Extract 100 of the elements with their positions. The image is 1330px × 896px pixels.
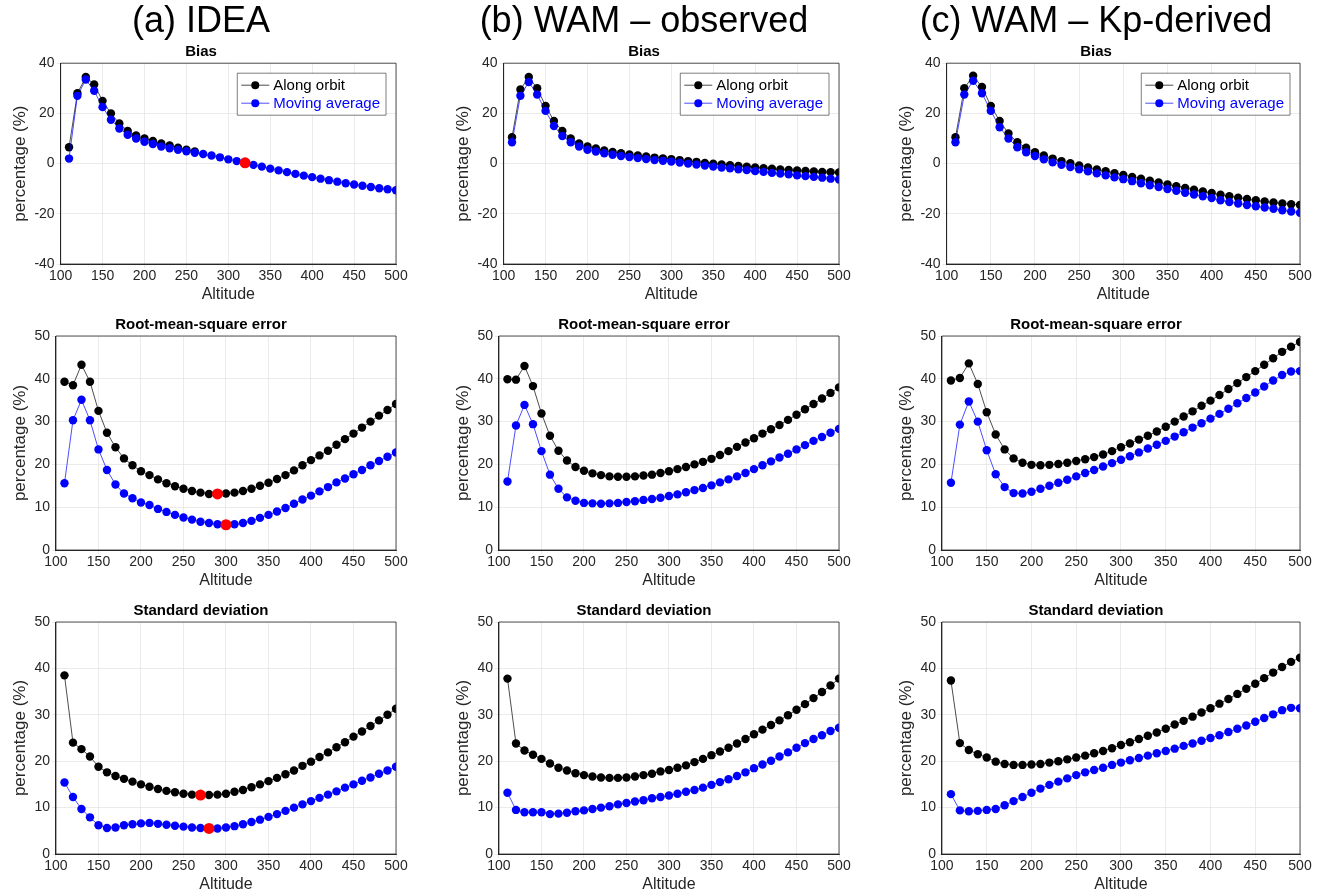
point (136, 498, 146, 507)
y-tick-label: 20 (925, 104, 941, 121)
x-tick-label: 450 (341, 857, 366, 874)
point (1161, 724, 1170, 733)
point (281, 769, 290, 779)
point (766, 457, 776, 466)
point (383, 766, 392, 775)
point (366, 417, 375, 426)
point (1277, 347, 1287, 357)
x-axis-title: Altitude (642, 874, 696, 892)
point (1080, 751, 1090, 760)
point (102, 768, 112, 777)
x-tick-label: 200 (1023, 267, 1047, 284)
point (537, 446, 546, 456)
x-tick-label: 450 (785, 267, 809, 284)
point (1098, 462, 1108, 471)
point (1233, 378, 1242, 388)
point (153, 819, 163, 829)
point (1188, 407, 1197, 416)
point (503, 477, 512, 486)
point (60, 671, 69, 680)
point (68, 792, 78, 802)
point (673, 763, 682, 772)
point (264, 776, 273, 786)
point (179, 789, 188, 798)
point (767, 168, 777, 178)
point (162, 820, 171, 829)
point (955, 420, 965, 429)
x-axis-title: Altitude (1094, 874, 1148, 892)
point (792, 445, 801, 454)
point (1089, 465, 1099, 475)
x-tick-label: 500 (1288, 857, 1312, 874)
point (698, 483, 708, 493)
point (946, 376, 956, 385)
point (1063, 755, 1072, 764)
point (1045, 481, 1054, 490)
point (1027, 788, 1036, 797)
point (1215, 731, 1224, 740)
point (255, 481, 265, 490)
point (306, 491, 316, 500)
point (128, 777, 137, 786)
point (1116, 758, 1126, 767)
y-tick-label: 20 (482, 104, 498, 121)
x-tick-label: 500 (827, 553, 851, 570)
x-tick-label: 300 (216, 267, 241, 284)
point (1107, 458, 1117, 468)
point (1286, 200, 1296, 209)
point (1180, 188, 1190, 197)
point (800, 440, 810, 450)
point (783, 711, 793, 720)
point (1242, 200, 1252, 210)
point (647, 494, 657, 504)
chart-title: Root-mean-square error (558, 315, 731, 333)
point (1036, 461, 1045, 470)
x-tick-label: 150 (529, 553, 554, 570)
point (298, 461, 307, 470)
point (1098, 450, 1108, 459)
point (647, 794, 657, 803)
point (596, 470, 606, 480)
point (1098, 763, 1108, 772)
point (1134, 753, 1144, 763)
point (732, 442, 742, 452)
point (1286, 657, 1296, 667)
point (1072, 472, 1081, 481)
point (1125, 737, 1135, 747)
point (1251, 202, 1261, 211)
point (630, 497, 640, 506)
point (383, 185, 392, 194)
point (1260, 360, 1269, 369)
point (549, 121, 559, 131)
point (698, 754, 708, 764)
point (145, 500, 154, 510)
x-tick-label: 400 (1199, 267, 1224, 284)
point (1057, 160, 1066, 170)
point (153, 475, 163, 484)
y-tick-label: 50 (34, 612, 51, 629)
point (792, 705, 801, 714)
point (224, 155, 233, 164)
point (247, 782, 256, 792)
point (1260, 382, 1269, 391)
point (357, 727, 367, 736)
point (1004, 134, 1013, 143)
point (690, 485, 699, 495)
point (349, 180, 359, 189)
y-tick-label: 40 (39, 54, 55, 71)
point (613, 773, 623, 783)
point (64, 154, 74, 163)
point (306, 455, 316, 465)
point (1179, 716, 1188, 726)
point (741, 768, 750, 777)
point (213, 520, 222, 529)
point (247, 484, 256, 493)
point (511, 805, 521, 815)
point (1215, 390, 1224, 400)
point (207, 151, 216, 160)
x-tick-label: 350 (256, 857, 281, 874)
y-tick-label: 20 (39, 104, 55, 121)
point (758, 461, 767, 470)
point (681, 488, 691, 497)
point (724, 446, 733, 456)
